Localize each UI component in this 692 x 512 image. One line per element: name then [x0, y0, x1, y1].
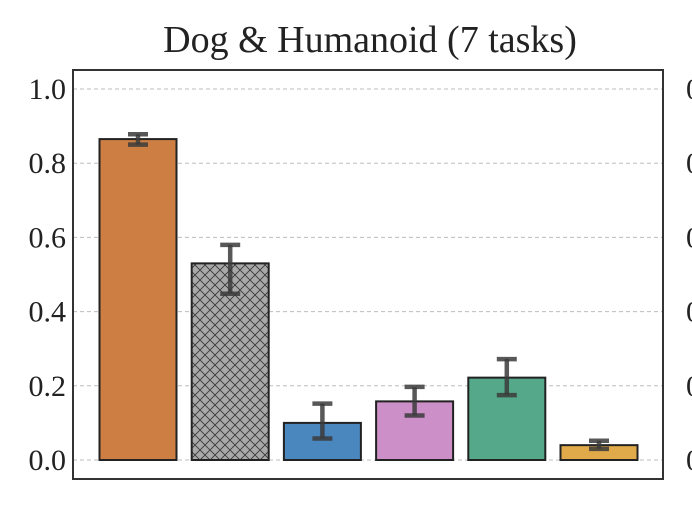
bar — [98, 138, 178, 462]
bar — [190, 262, 270, 461]
error-bars — [128, 132, 609, 452]
y-tick-label: 0.2 — [29, 370, 67, 403]
right-edge-tick-label: 0 — [686, 73, 692, 106]
bars — [98, 138, 639, 462]
chart-title: Dog & Humanoid (7 tasks) — [163, 19, 577, 61]
plot-frame — [72, 69, 664, 480]
right-edge-tick-label: 0 — [686, 444, 692, 477]
right-edge-tick-label: 0 — [686, 296, 692, 329]
right-edge-tick-label: 0 — [686, 370, 692, 403]
right-edge-tick-labels: 0 0 0 0 0 0 — [686, 73, 692, 477]
right-edge-tick-label: 0 — [686, 221, 692, 254]
y-tick-label: 1.0 — [29, 73, 67, 106]
y-tick-label: 0.8 — [29, 147, 67, 180]
right-edge-tick-label: 0 — [686, 147, 692, 180]
y-tick-label: 0.4 — [29, 296, 67, 329]
y-tick-label: 0.6 — [29, 221, 67, 254]
y-axis-tick-labels: 0.0 0.2 0.4 0.6 0.8 1.0 — [29, 73, 67, 477]
y-tick-label: 0.0 — [29, 444, 67, 477]
